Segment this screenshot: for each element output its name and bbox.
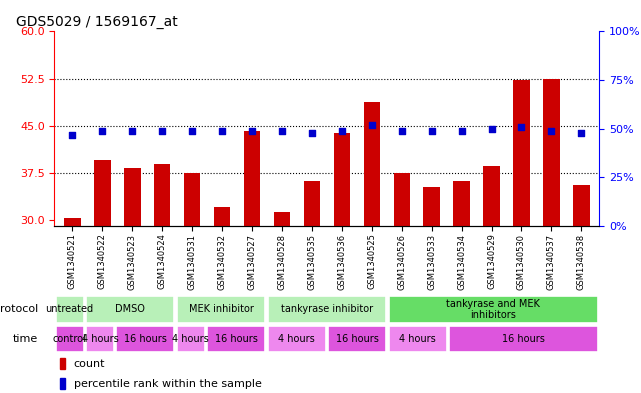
Bar (214, 207, 230, 226)
Point (546, 127, 556, 134)
Bar (363, 102, 380, 226)
Bar (449, 326, 598, 352)
Bar (177, 296, 265, 323)
Bar (267, 296, 387, 323)
Text: untreated: untreated (46, 305, 94, 314)
Bar (304, 181, 320, 226)
Bar (86, 296, 174, 323)
Bar (177, 326, 204, 352)
Point (217, 127, 228, 134)
Text: tankyrase and MEK
inhibitors: tankyrase and MEK inhibitors (446, 299, 540, 320)
Text: 16 hours: 16 hours (503, 334, 545, 344)
Bar (184, 173, 201, 226)
Bar (94, 160, 111, 226)
Bar (124, 168, 140, 226)
Bar (388, 326, 447, 352)
Bar (573, 185, 590, 226)
Bar (394, 173, 410, 226)
Bar (56, 296, 83, 323)
Point (97, 127, 108, 134)
Bar (154, 165, 171, 226)
Bar (56, 326, 83, 352)
Bar (86, 326, 114, 352)
Bar (60, 378, 65, 389)
Point (157, 127, 167, 134)
Text: GDS5029 / 1569167_at: GDS5029 / 1569167_at (17, 15, 178, 29)
Point (307, 129, 317, 136)
Text: 16 hours: 16 hours (215, 334, 258, 344)
Bar (513, 81, 529, 226)
Text: 4 hours: 4 hours (399, 334, 436, 344)
Bar (483, 166, 500, 226)
Point (456, 127, 467, 134)
Bar (116, 326, 174, 352)
Text: 4 hours: 4 hours (172, 334, 209, 344)
Point (67, 131, 78, 138)
Bar (543, 79, 560, 226)
Text: tankyrase inhibitor: tankyrase inhibitor (281, 305, 373, 314)
Point (127, 127, 137, 134)
Bar (424, 187, 440, 226)
Point (187, 127, 197, 134)
Text: 16 hours: 16 hours (336, 334, 379, 344)
Point (247, 127, 257, 134)
Bar (267, 326, 326, 352)
Bar (388, 296, 598, 323)
Point (277, 127, 287, 134)
Text: DMSO: DMSO (115, 305, 145, 314)
Point (397, 127, 407, 134)
Bar (453, 181, 470, 226)
Text: time: time (13, 334, 38, 344)
Text: 4 hours: 4 hours (278, 334, 315, 344)
Bar (64, 218, 81, 226)
Bar (60, 358, 65, 369)
Bar (207, 326, 265, 352)
Point (576, 129, 587, 136)
Bar (334, 133, 350, 226)
Text: 4 hours: 4 hours (81, 334, 118, 344)
Text: protocol: protocol (0, 305, 38, 314)
Text: 16 hours: 16 hours (124, 334, 167, 344)
Text: MEK inhibitor: MEK inhibitor (188, 305, 253, 314)
Text: percentile rank within the sample: percentile rank within the sample (74, 378, 262, 389)
Point (517, 124, 527, 130)
Text: control: control (53, 334, 87, 344)
Point (426, 127, 437, 134)
Text: count: count (74, 359, 105, 369)
Point (487, 125, 497, 132)
Point (337, 127, 347, 134)
Bar (274, 212, 290, 226)
Point (367, 122, 377, 128)
Bar (244, 130, 260, 226)
Bar (328, 326, 387, 352)
